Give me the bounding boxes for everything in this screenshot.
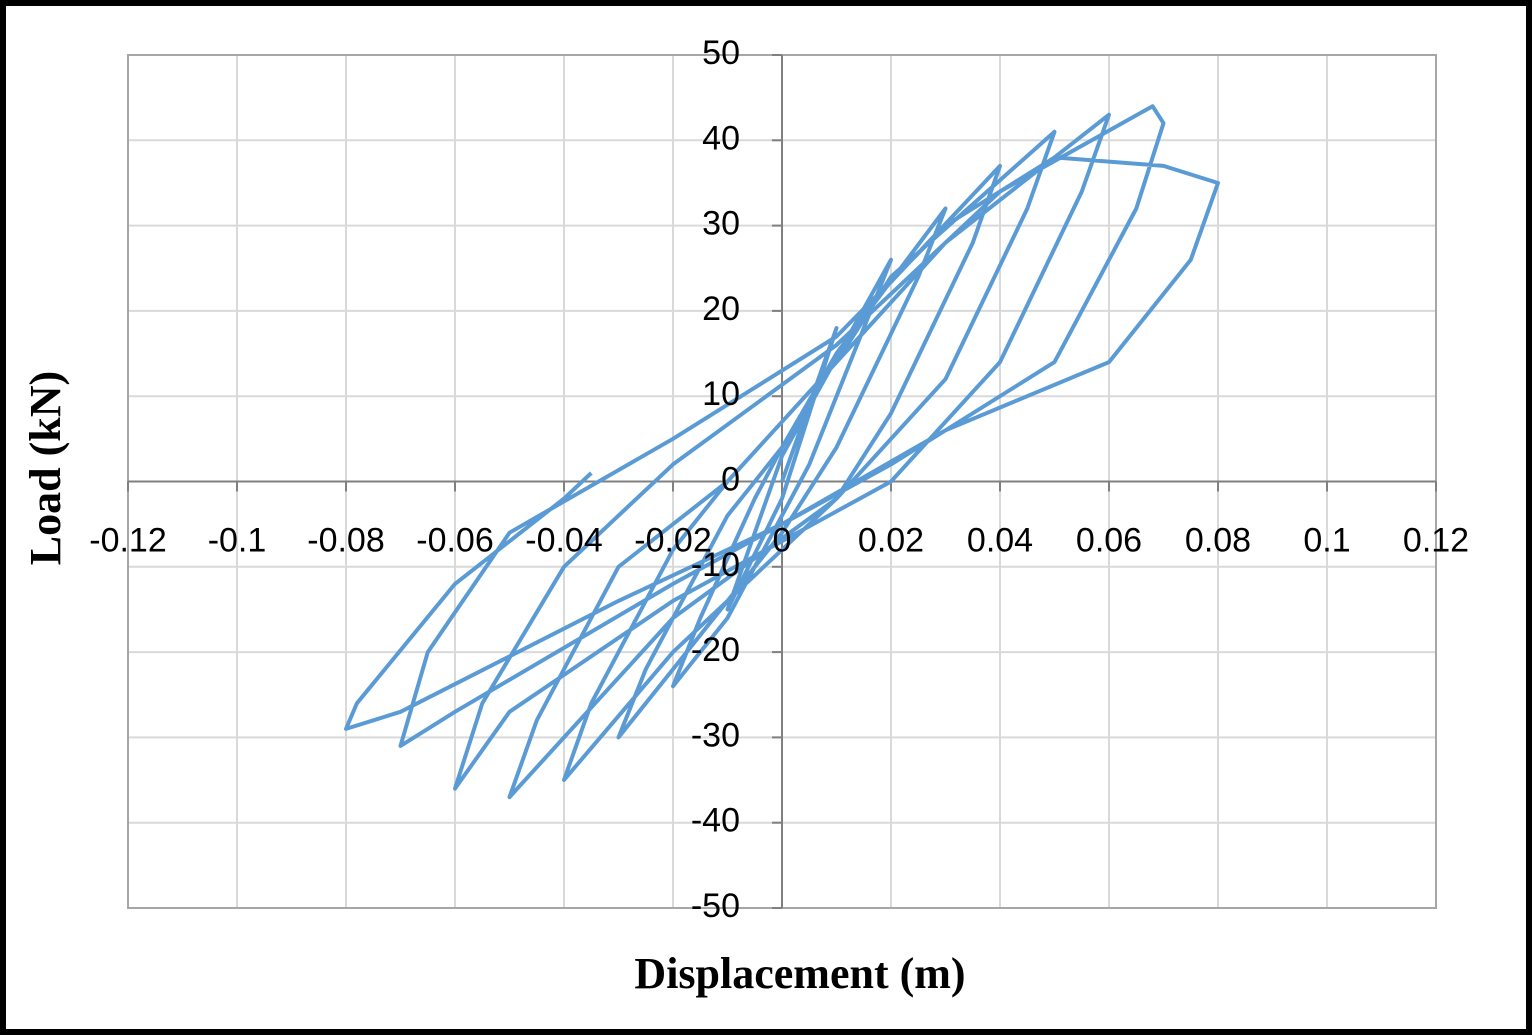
x-tick-label: 0 xyxy=(773,521,792,559)
y-tick-label: -50 xyxy=(691,887,740,925)
y-tick-label: -40 xyxy=(691,802,740,840)
y-tick-label: -30 xyxy=(691,716,740,754)
y-tick-label: 30 xyxy=(702,205,740,243)
x-tick-label: -0.06 xyxy=(416,521,494,559)
y-tick-label: -10 xyxy=(691,546,740,584)
x-tick-label: 0.02 xyxy=(858,521,924,559)
x-axis-title: Displacement (m) xyxy=(634,949,965,998)
x-tick-label: -0.04 xyxy=(525,521,603,559)
hysteresis-line xyxy=(344,104,1220,800)
x-tick-label: 0.08 xyxy=(1185,521,1251,559)
y-tick-label: 10 xyxy=(702,375,740,413)
y-tick-label: 40 xyxy=(702,119,740,157)
x-tick-label: -0.08 xyxy=(307,521,385,559)
y-tick-label: 20 xyxy=(702,290,740,328)
x-tick-label: 0.04 xyxy=(967,521,1033,559)
x-tick-label: 0.1 xyxy=(1303,521,1350,559)
x-tick-label: 0.06 xyxy=(1076,521,1142,559)
x-tick-label: -0.1 xyxy=(208,521,267,559)
x-tick-label: -0.02 xyxy=(634,521,712,559)
y-tick-label: 50 xyxy=(702,34,740,72)
x-tick-label: 0.12 xyxy=(1403,521,1469,559)
y-tick-label: 0 xyxy=(721,460,740,498)
x-tick-label: -0.12 xyxy=(89,521,167,559)
y-axis-title: Load (kN) xyxy=(21,371,70,565)
y-tick-label: -20 xyxy=(691,631,740,669)
